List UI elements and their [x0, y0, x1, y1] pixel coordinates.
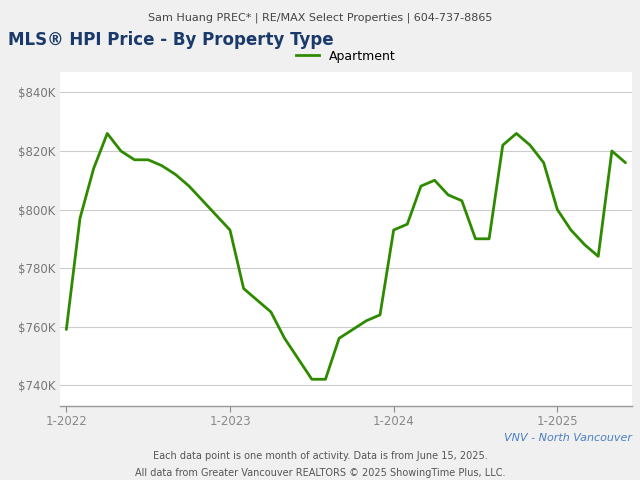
- Text: VNV - North Vancouver: VNV - North Vancouver: [504, 433, 632, 443]
- Legend: Apartment: Apartment: [291, 45, 401, 68]
- Text: Sam Huang PREC* | RE/MAX Select Properties | 604-737-8865: Sam Huang PREC* | RE/MAX Select Properti…: [148, 12, 492, 23]
- Text: Each data point is one month of activity. Data is from June 15, 2025.: Each data point is one month of activity…: [152, 451, 488, 461]
- Text: MLS® HPI Price - By Property Type: MLS® HPI Price - By Property Type: [8, 31, 334, 49]
- Text: All data from Greater Vancouver REALTORS © 2025 ShowingTime Plus, LLC.: All data from Greater Vancouver REALTORS…: [135, 468, 505, 478]
